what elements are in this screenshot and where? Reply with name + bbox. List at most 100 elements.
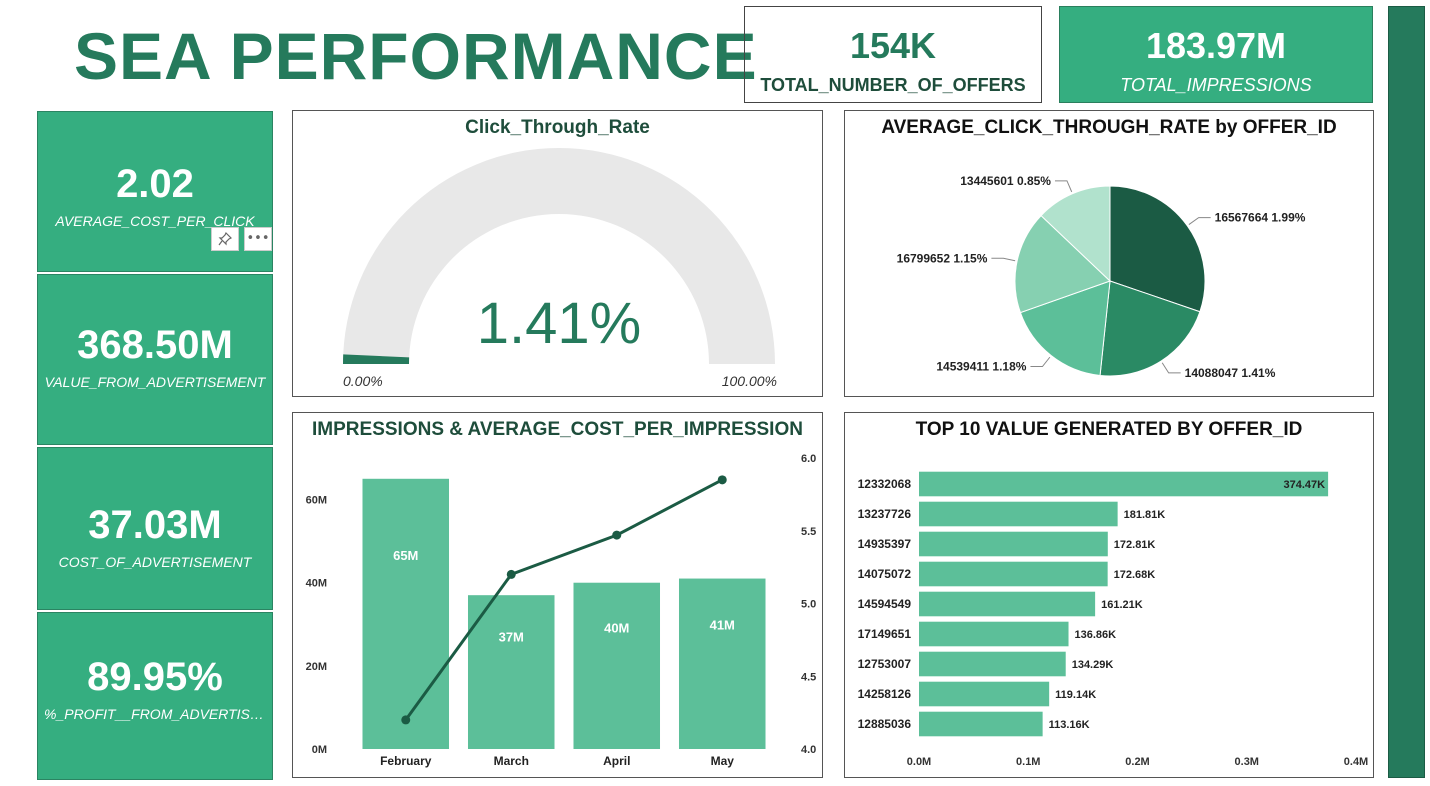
pie-slice <box>1040 185 1111 283</box>
bar-data-label: 113.16K <box>1049 719 1090 731</box>
bar-data-label: 134.29K <box>1072 659 1114 671</box>
line-point <box>717 475 727 485</box>
x-axis-tick: 0.1M <box>1016 756 1040 768</box>
pie-leader-line <box>1161 362 1181 374</box>
line-point <box>506 569 516 579</box>
bar <box>919 531 1108 557</box>
pie-data-label: 14539411 1.18% <box>936 360 1026 374</box>
bar-data-label: 374.47K <box>1284 479 1326 491</box>
kpi-label: TOTAL_IMPRESSIONS <box>1120 75 1312 95</box>
y-axis-tick: 0M <box>312 744 327 756</box>
kpi-label: %_PROFIT__FROM_ADVERTISME... <box>44 706 272 722</box>
y-axis-tick: 13237726 <box>858 507 912 521</box>
pie-data-label: 16799652 1.15% <box>897 251 988 265</box>
line-point <box>401 715 411 725</box>
pin-icon <box>218 231 233 246</box>
bar-data-label: 37M <box>499 629 524 644</box>
pie-slice <box>1109 185 1206 313</box>
top-value-bar-panel[interactable]: TOP 10 VALUE GENERATED BY OFFER_ID 12332… <box>844 412 1374 778</box>
pie-slice <box>1019 280 1111 377</box>
pie-leader-line <box>991 257 1016 262</box>
bar <box>919 681 1050 707</box>
kpi-value: 183.97M <box>1145 25 1287 66</box>
kpi-label: COST_OF_ADVERTISEMENT <box>58 554 252 570</box>
horizontal-bar-chart: 12332068 374.47K 13237726 181.81K 14935397 17… <box>858 471 1368 768</box>
pie-data-label: 13445601 0.85% <box>960 174 1051 188</box>
y-axis-tick: 12753007 <box>858 657 912 671</box>
kpi-value: 368.50M <box>77 323 233 367</box>
pie-leader-line <box>1030 356 1051 368</box>
bar <box>919 501 1118 527</box>
pie-slice <box>1099 280 1201 377</box>
bar-data-label: 161.21K <box>1101 599 1143 611</box>
kpi-card-profit-from-advertisement[interactable]: 89.95% %_PROFIT__FROM_ADVERTISME... <box>37 612 273 780</box>
y2-axis-tick: 4.0 <box>801 744 816 756</box>
y2-axis-tick: 4.5 <box>801 671 816 683</box>
bar <box>919 561 1108 587</box>
y-axis-tick: 12885036 <box>858 717 912 731</box>
bar <box>919 591 1096 617</box>
y-axis-tick: 20M <box>306 661 327 673</box>
bar-data-label: 136.86K <box>1075 629 1117 641</box>
bar-data-label: 40M <box>604 621 629 636</box>
x-axis-tick: May <box>711 754 735 768</box>
bar <box>467 595 555 749</box>
bar <box>919 471 1329 497</box>
x-axis-tick: March <box>494 754 529 768</box>
pie-slice <box>1014 214 1111 314</box>
more-options-button[interactable]: ••• <box>244 227 272 251</box>
bar-data-label: 65M <box>393 548 418 563</box>
page-title: SEA PERFORMANCE <box>74 19 758 93</box>
gauge-fill <box>343 354 410 364</box>
pie-data-label: 16567664 1.99% <box>1215 211 1306 225</box>
y-axis-tick: 40M <box>306 578 327 590</box>
bar-data-label: 172.81K <box>1114 539 1156 551</box>
bar <box>678 578 766 749</box>
avg-ctr-pie-panel[interactable]: AVERAGE_CLICK_THROUGH_RATE by OFFER_ID 1… <box>844 110 1374 397</box>
y2-axis-tick: 5.5 <box>801 526 816 538</box>
x-axis-tick: 0.2M <box>1125 756 1149 768</box>
x-axis-tick: April <box>603 754 630 768</box>
kpi-value: 89.95% <box>87 655 223 699</box>
bar-data-label: 172.68K <box>1114 569 1156 581</box>
gauge-max-label: 100.00% <box>722 373 777 389</box>
y-axis-tick: 14258126 <box>858 687 912 701</box>
kpi-label: TOTAL_NUMBER_OF_OFFERS <box>760 75 1026 95</box>
impressions-combo-panel[interactable]: IMPRESSIONS & AVERAGE_COST_PER_IMPRESSIO… <box>292 412 823 778</box>
x-axis-tick: 0.3M <box>1235 756 1259 768</box>
more-options-icon: ••• <box>246 231 270 246</box>
y-axis-tick: 14075072 <box>858 567 912 581</box>
line-series <box>404 478 723 721</box>
kpi-card-total-impressions[interactable]: 183.97M TOTAL_IMPRESSIONS <box>1059 6 1373 103</box>
chart-title: AVERAGE_CLICK_THROUGH_RATE by OFFER_ID <box>881 117 1337 138</box>
bar <box>919 711 1043 737</box>
bar <box>362 478 450 749</box>
bar-data-label: 41M <box>710 618 735 633</box>
y-axis-tick: 12332068 <box>858 477 912 491</box>
bar <box>919 621 1069 647</box>
gauge-value: 1.41% <box>477 291 641 356</box>
pie-leader-line <box>1054 180 1073 193</box>
kpi-card-cost-of-advertisement[interactable]: 37.03M COST_OF_ADVERTISEMENT <box>37 447 273 610</box>
filter-side-panel[interactable] <box>1388 6 1425 778</box>
pin-visual-button[interactable] <box>211 227 239 251</box>
kpi-card-total-offers[interactable]: 154K TOTAL_NUMBER_OF_OFFERS <box>744 6 1042 103</box>
pie-data-label: 14088047 1.41% <box>1185 366 1276 380</box>
gauge-chart: 1.41% 0.00% 100.00% <box>343 148 777 389</box>
ctr-gauge-panel[interactable]: Click_Through_Rate 1.41% 0.00% 100.00% <box>292 110 823 397</box>
bar <box>919 651 1066 677</box>
combo-chart: 0M 20M 40M 60M 4.0 4.5 5.0 5.5 6.0 65M February 37M… <box>306 453 817 768</box>
kpi-label: VALUE_FROM_ADVERTISEMENT <box>44 374 266 390</box>
bar <box>573 582 661 749</box>
y-axis-tick: 14935397 <box>858 537 912 551</box>
chart-title: TOP 10 VALUE GENERATED BY OFFER_ID <box>915 419 1303 440</box>
y-axis-tick: 17149651 <box>858 627 912 641</box>
kpi-value: 2.02 <box>116 162 194 206</box>
kpi-card-value-from-advertisement[interactable]: 368.50M VALUE_FROM_ADVERTISEMENT <box>37 274 273 445</box>
kpi-value: 154K <box>849 25 937 66</box>
kpi-card-avg-cost-per-click[interactable]: 2.02 AVERAGE_COST_PER_CLICK <box>37 111 273 272</box>
bar-data-label: 119.14K <box>1055 689 1096 701</box>
y-axis-tick: 60M <box>306 495 327 507</box>
chart-title: IMPRESSIONS & AVERAGE_COST_PER_IMPRESSIO… <box>312 419 803 440</box>
chart-title: Click_Through_Rate <box>465 117 650 138</box>
